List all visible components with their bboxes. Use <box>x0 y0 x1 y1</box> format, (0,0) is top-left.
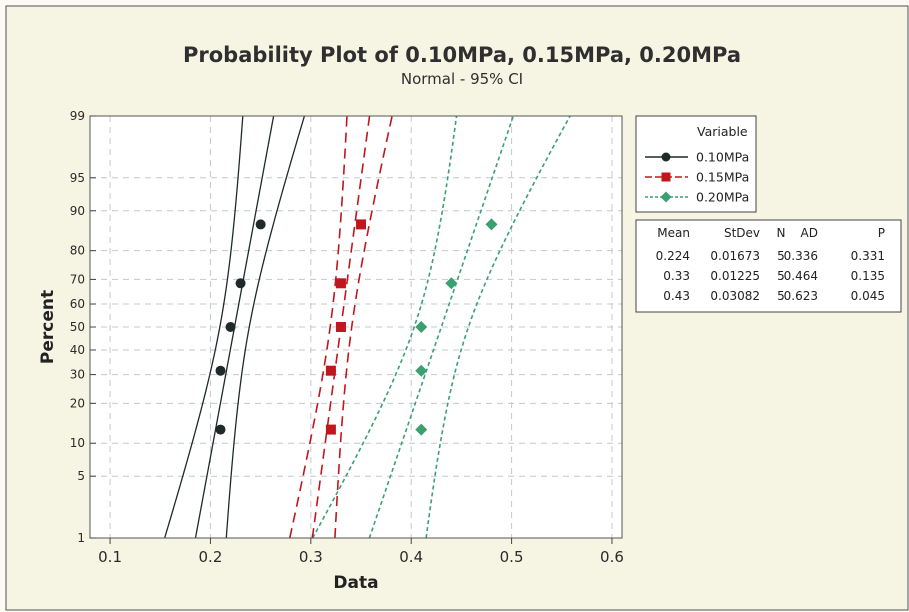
x-axis-ticks: 0.1 0.2 0.3 0.4 0.5 0.6 <box>98 538 624 566</box>
y-tick-label: 50 <box>70 320 85 334</box>
stats-header-mean: Mean <box>657 226 690 240</box>
grid-lines <box>90 116 622 538</box>
stats-cell: 0.135 <box>851 269 885 283</box>
stats-cell: 0.464 <box>784 269 818 283</box>
data-point-1 <box>225 322 236 332</box>
legend-box <box>635 115 757 213</box>
legend-title: Variable <box>697 124 748 139</box>
stats-cell: 0.01225 <box>710 269 760 283</box>
y-tick-label: 70 <box>70 272 85 286</box>
stats-cell: 0.045 <box>851 289 885 303</box>
data-point-1 <box>215 365 226 376</box>
data-point-1 <box>255 219 266 230</box>
stats-header-n: N <box>777 226 786 240</box>
data-point-3 <box>415 321 428 333</box>
y-tick-label: 20 <box>70 396 85 410</box>
y-tick-label: 5 <box>77 469 85 483</box>
data-point-3 <box>415 423 428 436</box>
y-tick-label: 90 <box>70 204 85 218</box>
stats-cell: 0.33 <box>663 269 690 283</box>
x-tick-label: 0.5 <box>500 548 524 566</box>
y-tick-label: 99 <box>70 109 85 123</box>
stats-table: Mean StDev N AD P0.224 0.01673 50.336 0.3310.33… <box>635 219 902 313</box>
stats-table-box <box>635 219 902 313</box>
stats-cell: 5 <box>777 269 785 283</box>
legend-label-3: 0.20MPa <box>696 190 749 205</box>
ci-upper-1 <box>225 116 306 538</box>
x-tick-label: 0.3 <box>299 548 323 566</box>
data-point-3 <box>445 277 458 290</box>
y-tick-label: 95 <box>70 171 85 185</box>
data-point-1 <box>215 424 226 435</box>
stats-cell: 0.03082 <box>710 289 760 303</box>
ci-lower-1 <box>164 116 244 538</box>
stats-cell: 0.43 <box>663 289 690 303</box>
stats-cell: 5 <box>777 289 785 303</box>
stats-header-p: P <box>878 226 885 240</box>
stats-cell: 5 <box>777 249 785 263</box>
y-tick-label: 80 <box>70 244 85 258</box>
y-tick-label: 10 <box>70 436 85 450</box>
y-tick-label: 30 <box>70 368 85 382</box>
data-point-3 <box>485 218 498 231</box>
stats-header-ad: AD <box>801 226 818 240</box>
y-tick-label: 1 <box>77 531 85 545</box>
chart-title: Probability Plot of 0.10MPa, 0.15MPa, 0.… <box>183 43 741 67</box>
stats-cell: 0.623 <box>784 289 818 303</box>
y-tick-label: 40 <box>70 343 85 357</box>
fit-line-3 <box>368 116 515 538</box>
ci-upper-2 <box>334 116 393 538</box>
legend: Variable 0.10MPa 0.15MPa 0.20MPa <box>635 115 757 213</box>
x-tick-label: 0.2 <box>199 548 223 566</box>
legend-label-1: 0.10MPa <box>696 150 749 165</box>
data-points <box>215 218 498 436</box>
stats-cell: 0.336 <box>784 249 818 263</box>
x-tick-label: 0.1 <box>98 548 122 566</box>
data-point-3 <box>415 364 428 377</box>
ci-lower-3 <box>311 116 458 538</box>
data-point-2 <box>325 365 336 376</box>
x-tick-label: 0.4 <box>399 548 423 566</box>
stats-cell: 0.331 <box>851 249 885 263</box>
confidence-bands <box>164 116 571 538</box>
y-axis-label: Percent <box>38 290 58 364</box>
data-point-1 <box>235 278 246 289</box>
data-point-2 <box>335 322 346 332</box>
legend-label-2: 0.15MPa <box>696 170 749 185</box>
stats-cell: 0.01673 <box>710 249 760 263</box>
stats-cell: 0.224 <box>656 249 690 263</box>
x-axis-label: Data <box>333 573 378 593</box>
ci-lower-2 <box>288 116 348 538</box>
legend-marker-2 <box>661 172 671 182</box>
legend-marker-1 <box>661 152 671 162</box>
y-tick-label: 60 <box>70 297 85 311</box>
ci-upper-3 <box>425 116 571 538</box>
data-point-2 <box>356 219 367 230</box>
legend-marker-3 <box>660 191 672 203</box>
chart-subtitle: Normal - 95% CI <box>401 70 523 88</box>
stats-header-stdev: StDev <box>724 226 760 240</box>
y-axis-ticks: 1 5 10 20 30 40 50 60 70 80 90 95 99 <box>70 109 96 545</box>
data-point-2 <box>325 424 336 435</box>
x-tick-label: 0.6 <box>600 548 624 566</box>
data-point-2 <box>335 278 346 289</box>
